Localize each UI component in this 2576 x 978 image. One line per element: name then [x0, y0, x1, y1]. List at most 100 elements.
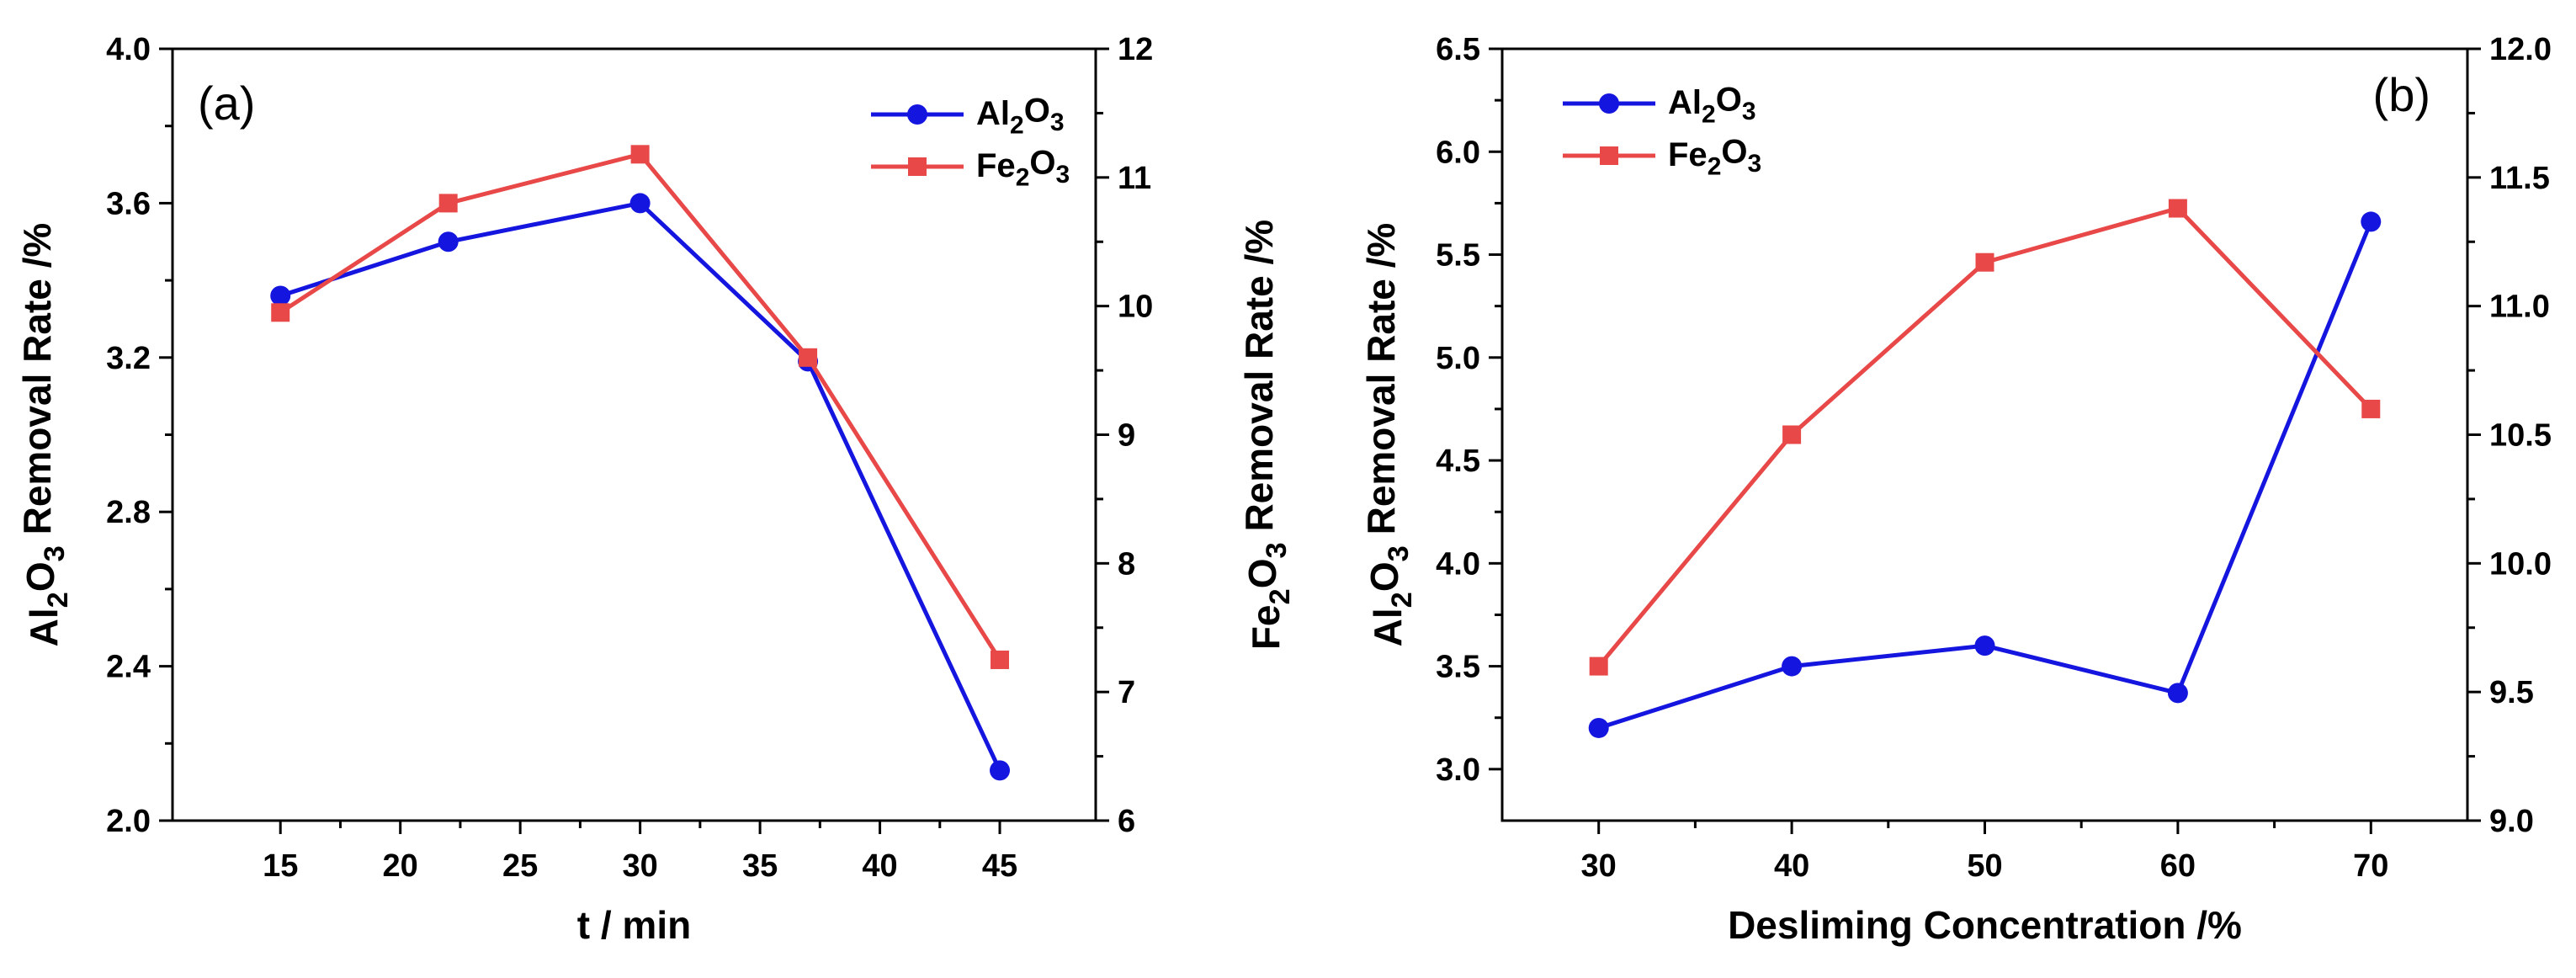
panel-a-legend-fe2o3-label-part: 2	[1016, 164, 1030, 192]
panel-a-series-fe2o3-point	[630, 145, 650, 164]
panel-b-x-tick-label: 30	[1581, 848, 1617, 884]
panel-b-y-right-tick-label: 12.0	[2489, 32, 2552, 67]
panel-b-legend-fe2o3-label-part: 3	[1748, 150, 1762, 178]
panel-b-y-left-axis-label-part: Removal Rate /%	[1359, 223, 1403, 545]
panel-b-y-left-tick-label: 3.5	[1436, 650, 1480, 685]
panel-b-y-left-tick-label: 6.5	[1436, 32, 1480, 67]
panel-b-series-al2o3-point	[2361, 211, 2382, 232]
panel-a-y-right-tick-label: 7	[1118, 675, 1135, 710]
panel-a-y-left-tick-label: 2.0	[106, 804, 151, 839]
panel-a-legend-fe2o3-label-part: O	[1029, 145, 1055, 182]
panel-a-x-tick-label: 40	[862, 848, 897, 884]
panel-b-series-fe2o3-point	[1975, 252, 1994, 272]
panel-a-x-tick-label: 25	[502, 848, 538, 884]
panel-b-panel-label: (b)	[2373, 68, 2430, 121]
panel-a-x-tick-label: 15	[263, 848, 298, 884]
panel-a-legend-al2o3-label-part: 3	[1050, 109, 1065, 136]
panel-b-x-axis-label: Desliming Concentration /%	[1728, 903, 2242, 947]
panel-b-legend-fe2o3-label: Fe2O3	[1668, 134, 1761, 181]
panel-b-series-fe2o3-line	[1596, 205, 2373, 668]
panel-a-y-right-tick-label: 9	[1118, 418, 1135, 454]
panel-a-legend-al2o3-label-part: O	[1024, 93, 1050, 130]
panel-b-y-left-tick-label: 4.0	[1436, 546, 1480, 582]
panel-a-y-left-axis-label-part: Removal Rate /%	[15, 223, 59, 545]
panel-b-y-left-tick-label: 6.0	[1436, 135, 1480, 170]
panel-b-plot-frame	[1500, 47, 2469, 822]
panel-b-y-left-axis-label-part: O	[1362, 561, 1406, 592]
panel-a-series-al2o3-point	[629, 193, 651, 214]
panel-b-chart: 30 40 50 60 70 3.0 3.5 4.0 4.5 5.0 5.5 6.0 6.5 9.0 9.5…	[1359, 32, 2552, 947]
panel-a-y-right-tick-label: 12	[1118, 32, 1153, 67]
panel-b-y-left-tick-label: 3.0	[1436, 752, 1480, 788]
panel-a-legend-al2o3-label: Al2O3	[976, 93, 1065, 140]
panel-b-series-fe2o3-point	[1782, 425, 1802, 444]
panel-a-legend-al2o3-marker	[907, 104, 927, 125]
panel-b-y-left-axis-label-part: Al	[1366, 608, 1410, 646]
panel-b-y-right-tick-label: 10.5	[2489, 418, 2552, 454]
panel-a-series-al2o3-point	[990, 760, 1011, 781]
panel-b-series-fe2o3-point	[2168, 199, 2187, 218]
panel-a-y-right-axis-label-part: Fe	[1244, 604, 1288, 650]
panel-a-y-right-axis-label-part: 2	[1264, 588, 1296, 604]
panel-a-y-left-tick-label: 3.6	[106, 186, 151, 221]
panel-a-y-right-tick-label: 10	[1118, 290, 1153, 325]
panel-b-series-al2o3-point	[1588, 717, 1609, 738]
panel-a-series-fe2o3-point	[799, 348, 818, 367]
panel-b-series-al2o3-point	[1974, 635, 1995, 656]
panel-b-y-left-tick-label: 4.5	[1436, 444, 1480, 479]
panel-a-y-left-tick-label: 2.4	[106, 650, 151, 685]
panel-a-y-left-axis-label-part: 3	[39, 545, 71, 561]
panel-b-y-right-tick-label: 9.5	[2489, 675, 2534, 710]
panel-a-series-fe2o3-point	[271, 303, 290, 322]
panel-b-y-right-tick-label: 11.5	[2489, 161, 2550, 196]
panel-a-panel-label: (a)	[198, 77, 255, 130]
panel-b-y-left-tick-label: 5.0	[1436, 341, 1480, 376]
panel-a-x-tick-label: 45	[982, 848, 1017, 884]
panel-a-y-left-tick-label: 2.8	[106, 495, 151, 530]
panel-b-series-al2o3-point	[2167, 683, 2188, 704]
panel-a-legend-al2o3-label-part: Al	[976, 95, 1010, 132]
panel-b-legend-al2o3-marker	[1599, 93, 1619, 114]
panel-a-y-right-axis-label-part: O	[1240, 559, 1284, 589]
panel-a-y-left-axis-label-part: O	[19, 561, 62, 592]
panel-a-y-left-axis-label-part: 2	[42, 592, 74, 608]
panel-a-x-axis-label: t / min	[577, 903, 691, 947]
panel-a-x-tick-label: 20	[383, 848, 418, 884]
panel-b-x-tick-label: 60	[2160, 848, 2196, 884]
panel-b-y-left-axis-label: Al2O3 Removal Rate /%	[1359, 223, 1418, 647]
panel-b-y-left-tick-label: 5.5	[1436, 238, 1480, 274]
panel-a-y-right-axis-label-part: Removal Rate /%	[1237, 220, 1281, 542]
panel-b-legend-fe2o3-label-part: 2	[1708, 153, 1722, 181]
panel-a-legend-fe2o3-marker	[908, 157, 927, 176]
panel-b-legend-al2o3-label-part: 2	[1702, 101, 1716, 129]
panel-a-x-tick-label: 30	[622, 848, 657, 884]
panel-b-y-left-axis-label-part: 2	[1386, 592, 1418, 608]
panel-b-legend-fe2o3-label-part: Fe	[1668, 136, 1708, 173]
panel-a-y-right-axis-label: Fe2O3 Removal Rate /%	[1237, 220, 1296, 650]
panel-b-x-tick-label: 40	[1774, 848, 1809, 884]
panel-a-y-right-tick-label: 8	[1118, 546, 1135, 582]
panel-b-y-left-axis-label-part: 3	[1383, 545, 1415, 561]
panel-a-y-right-tick-label: 11	[1118, 161, 1151, 196]
panel-b-legend-al2o3-label-part: Al	[1668, 84, 1702, 121]
panel-a-legend-fe2o3-label: Fe2O3	[976, 145, 1070, 192]
panel-b-y-right-tick-label: 11.0	[2489, 290, 2550, 325]
panel-a-series-al2o3-point	[270, 285, 291, 306]
panel-b-series-fe2o3-point	[1589, 656, 1608, 676]
panel-b-series-fe2o3-point	[2361, 399, 2381, 418]
panel-b-legend-fe2o3-marker	[1600, 146, 1618, 165]
panel-b-legend-al2o3-label-part: O	[1716, 82, 1742, 119]
panel-a-y-left-axis-label-part: Al	[22, 608, 66, 646]
panel-a-legend-fe2o3-label-part: 3	[1056, 161, 1070, 189]
panel-a-legend-fe2o3-label-part: Fe	[976, 147, 1016, 184]
panel-b-legend-fe2o3-label-part: O	[1721, 134, 1747, 171]
panel-b-legend-al2o3-label-part: 3	[1742, 98, 1756, 125]
panel-a-y-right-tick-label: 6	[1118, 804, 1135, 839]
panel-a-y-left-axis-label: Al2O3 Removal Rate /%	[15, 223, 74, 647]
panel-b-x-tick-label: 70	[2353, 848, 2388, 884]
panel-b-series-al2o3-point	[1782, 656, 1803, 677]
panel-a-y-right-axis-label-part: 3	[1261, 542, 1293, 558]
panel-a-series-al2o3-point	[438, 231, 459, 252]
